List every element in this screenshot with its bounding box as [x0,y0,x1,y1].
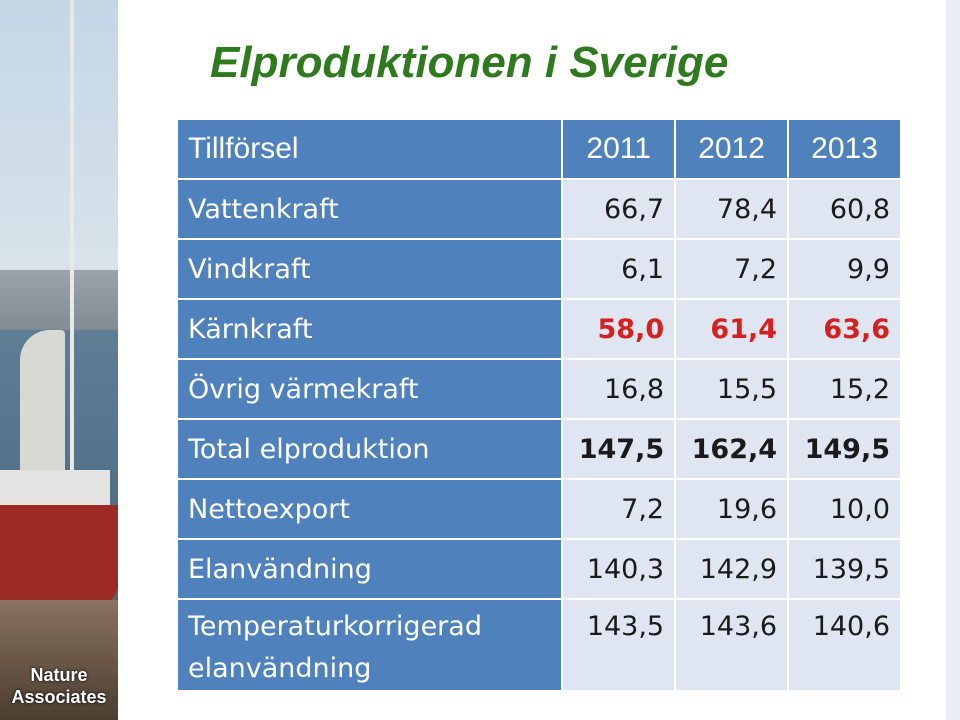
row-value-2011: 66,7 [561,178,677,240]
row-value-2011: 147,5 [561,418,677,480]
row-value-2012: 142,9 [674,538,790,600]
row-value-2013: 60,8 [787,178,902,240]
row-value-2011: 58,0 [561,298,677,360]
background-photo: Nature Associates [0,0,118,720]
row-value-2012: 7,2 [674,238,790,300]
logo-line-1: Nature [30,665,88,685]
row-value-2013: 9,9 [787,238,902,300]
table-row: Övrig värmekraft 16,8 15,5 15,2 [175,358,902,420]
row-value-2011: 143,5 [561,598,677,692]
row-value-2013: 149,5 [787,418,902,480]
logo: Nature Associates [4,664,114,708]
row-value-2012: 15,5 [674,358,790,420]
table-row: Nettoexport 7,2 19,6 10,0 [175,478,902,540]
row-label: Vindkraft [175,238,564,300]
row-label: Övrig värmekraft [175,358,564,420]
photo-shore [0,600,118,720]
row-label: Vattenkraft [175,178,564,240]
header-cell-2013: 2013 [787,118,902,180]
table-row: Vattenkraft 66,7 78,4 60,8 [175,178,902,240]
header-cell-2011: 2011 [561,118,677,180]
header-cell-2012: 2012 [674,118,790,180]
table-header-row: Tillförsel 2011 2012 2013 [175,118,902,180]
row-value-2011: 7,2 [561,478,677,540]
photo-sail [20,330,65,490]
row-label: Kärnkraft [175,298,564,360]
table-row: Elanvändning 140,3 142,9 139,5 [175,538,902,600]
right-edge-strip [946,0,960,720]
row-value-2012: 19,6 [674,478,790,540]
photo-sky [0,0,118,280]
header-cell-label: Tillförsel [175,118,564,180]
row-label: Nettoexport [175,478,564,540]
row-value-2011: 140,3 [561,538,677,600]
table-row: Total elproduktion 147,5 162,4 149,5 [175,418,902,480]
row-value-2012: 61,4 [674,298,790,360]
page-title: Elproduktionen i Sverige [210,38,729,87]
row-value-2011: 6,1 [561,238,677,300]
row-value-2012: 162,4 [674,418,790,480]
row-value-2013: 140,6 [787,598,902,692]
row-value-2013: 10,0 [787,478,902,540]
row-value-2013: 139,5 [787,538,902,600]
production-table: Tillförsel 2011 2012 2013 Vattenkraft 66,… [175,118,902,692]
table-row: Kärnkraft 58,0 61,4 63,6 [175,298,902,360]
row-label: Temperaturkorrigerad elanvändning [175,598,564,692]
photo-rocks [0,270,118,340]
table-row: Temperaturkorrigerad elanvändning 143,5 14… [175,598,902,692]
row-label: Total elproduktion [175,418,564,480]
logo-line-2: Associates [11,687,107,707]
row-value-2012: 78,4 [674,178,790,240]
photo-boat-deck [0,470,110,510]
photo-mast [70,0,74,500]
row-label: Elanvändning [175,538,564,600]
photo-boat-hull [0,505,118,615]
row-value-2011: 16,8 [561,358,677,420]
row-value-2013: 15,2 [787,358,902,420]
row-value-2013: 63,6 [787,298,902,360]
table-row: Vindkraft 6,1 7,2 9,9 [175,238,902,300]
row-value-2012: 143,6 [674,598,790,692]
